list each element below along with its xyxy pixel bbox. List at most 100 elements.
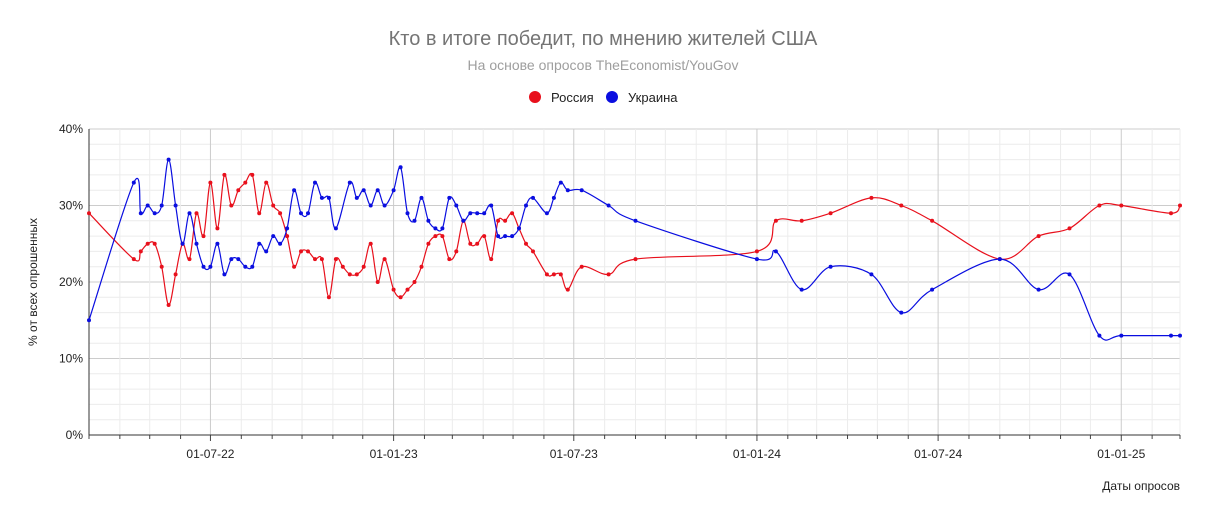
data-point[interactable] bbox=[375, 280, 380, 284]
data-point[interactable] bbox=[222, 272, 227, 277]
data-point[interactable] bbox=[173, 272, 178, 277]
data-point[interactable] bbox=[997, 257, 1002, 262]
data-point[interactable] bbox=[510, 211, 515, 216]
data-point[interactable] bbox=[152, 211, 157, 216]
data-point[interactable] bbox=[412, 218, 417, 223]
data-point[interactable] bbox=[194, 241, 199, 246]
data-point[interactable] bbox=[544, 272, 549, 277]
data-point[interactable] bbox=[1169, 333, 1173, 338]
data-point[interactable] bbox=[152, 241, 157, 246]
data-point[interactable] bbox=[1178, 333, 1182, 338]
data-point[interactable] bbox=[869, 272, 874, 277]
data-point[interactable] bbox=[208, 264, 213, 269]
data-point[interactable] bbox=[633, 218, 638, 223]
data-point[interactable] bbox=[368, 203, 373, 208]
data-point[interactable] bbox=[754, 249, 759, 254]
data-point[interactable] bbox=[503, 218, 508, 223]
data-point[interactable] bbox=[489, 257, 494, 262]
data-point[interactable] bbox=[405, 211, 410, 216]
data-point[interactable] bbox=[319, 195, 324, 200]
data-point[interactable] bbox=[440, 234, 445, 239]
data-point[interactable] bbox=[899, 203, 904, 208]
data-point[interactable] bbox=[531, 195, 535, 200]
data-point[interactable] bbox=[319, 257, 324, 262]
data-point[interactable] bbox=[131, 180, 136, 185]
data-point[interactable] bbox=[1036, 287, 1041, 292]
data-point[interactable] bbox=[551, 272, 556, 277]
data-point[interactable] bbox=[173, 203, 178, 208]
data-point[interactable] bbox=[899, 310, 904, 315]
data-point[interactable] bbox=[468, 241, 473, 246]
data-point[interactable] bbox=[87, 211, 91, 216]
data-point[interactable] bbox=[482, 234, 487, 239]
data-point[interactable] bbox=[313, 180, 317, 185]
data-point[interactable] bbox=[340, 264, 345, 269]
data-point[interactable] bbox=[201, 264, 206, 269]
data-point[interactable] bbox=[306, 211, 310, 216]
data-point[interactable] bbox=[368, 241, 373, 246]
data-point[interactable] bbox=[426, 218, 431, 223]
data-point[interactable] bbox=[754, 257, 759, 262]
data-point[interactable] bbox=[633, 257, 638, 262]
data-point[interactable] bbox=[517, 226, 521, 231]
data-point[interactable] bbox=[503, 234, 508, 239]
data-point[interactable] bbox=[333, 257, 338, 262]
data-point[interactable] bbox=[215, 226, 220, 231]
data-point[interactable] bbox=[236, 188, 241, 193]
data-point[interactable] bbox=[138, 249, 143, 254]
data-point[interactable] bbox=[773, 218, 778, 223]
data-point[interactable] bbox=[398, 295, 403, 300]
data-point[interactable] bbox=[361, 264, 366, 269]
data-point[interactable] bbox=[313, 257, 317, 262]
data-point[interactable] bbox=[1119, 333, 1124, 338]
data-point[interactable] bbox=[145, 241, 150, 246]
data-point[interactable] bbox=[382, 203, 387, 208]
data-point[interactable] bbox=[285, 234, 290, 239]
data-point[interactable] bbox=[299, 211, 303, 216]
data-point[interactable] bbox=[159, 264, 164, 269]
data-point[interactable] bbox=[426, 241, 431, 246]
data-point[interactable] bbox=[565, 188, 570, 193]
data-point[interactable] bbox=[292, 264, 297, 269]
data-point[interactable] bbox=[558, 272, 563, 277]
data-point[interactable] bbox=[468, 211, 473, 216]
data-point[interactable] bbox=[138, 211, 143, 216]
data-point[interactable] bbox=[405, 287, 410, 292]
data-point[interactable] bbox=[799, 287, 804, 292]
data-point[interactable] bbox=[419, 264, 424, 269]
data-point[interactable] bbox=[496, 234, 501, 239]
data-point[interactable] bbox=[461, 218, 466, 223]
data-point[interactable] bbox=[180, 241, 185, 246]
data-point[interactable] bbox=[1067, 226, 1072, 231]
data-point[interactable] bbox=[398, 165, 403, 170]
data-point[interactable] bbox=[243, 264, 248, 269]
data-point[interactable] bbox=[454, 203, 459, 208]
data-point[interactable] bbox=[828, 211, 833, 216]
data-point[interactable] bbox=[510, 234, 515, 239]
data-point[interactable] bbox=[440, 226, 445, 231]
data-point[interactable] bbox=[606, 272, 611, 277]
data-point[interactable] bbox=[264, 180, 269, 185]
data-point[interactable] bbox=[382, 257, 387, 262]
data-point[interactable] bbox=[333, 226, 338, 231]
data-point[interactable] bbox=[250, 172, 255, 177]
data-point[interactable] bbox=[1097, 333, 1102, 338]
data-point[interactable] bbox=[1097, 203, 1102, 208]
data-point[interactable] bbox=[1067, 272, 1072, 277]
data-point[interactable] bbox=[354, 272, 359, 277]
data-point[interactable] bbox=[475, 211, 480, 216]
data-point[interactable] bbox=[482, 211, 487, 216]
data-point[interactable] bbox=[236, 257, 241, 262]
data-point[interactable] bbox=[292, 188, 297, 193]
data-point[interactable] bbox=[447, 257, 452, 262]
legend-item[interactable]: Россия bbox=[529, 90, 594, 105]
data-point[interactable] bbox=[347, 180, 352, 185]
data-point[interactable] bbox=[187, 211, 192, 216]
data-point[interactable] bbox=[257, 211, 262, 216]
data-point[interactable] bbox=[354, 195, 359, 200]
data-point[interactable] bbox=[799, 218, 804, 223]
data-point[interactable] bbox=[159, 203, 164, 208]
data-point[interactable] bbox=[278, 211, 283, 216]
data-point[interactable] bbox=[773, 249, 778, 254]
data-point[interactable] bbox=[229, 257, 234, 262]
